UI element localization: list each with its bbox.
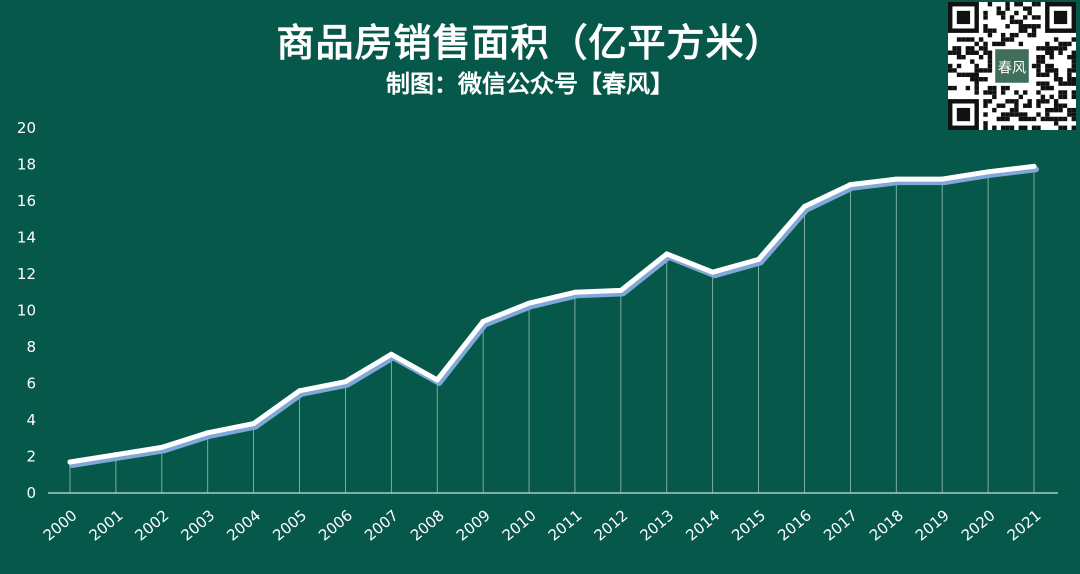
y-tick-label: 18: [17, 156, 36, 174]
data-point: [572, 289, 578, 295]
x-tick-label: 2012: [591, 506, 632, 544]
x-tick-label: 2014: [682, 506, 723, 544]
data-point: [342, 379, 348, 385]
data-point: [297, 388, 303, 394]
x-tick-label: 2001: [86, 506, 127, 544]
x-tick-label: 2002: [132, 506, 173, 544]
x-tick-label: 2011: [545, 506, 586, 544]
y-tick-label: 6: [26, 375, 36, 393]
y-tick-label: 2: [26, 448, 36, 466]
x-tick-label: 2015: [728, 506, 769, 544]
data-point: [756, 256, 762, 262]
data-point: [1031, 163, 1037, 169]
data-point: [618, 287, 624, 293]
chart-subtitle: 制图：微信公众号【春风】: [386, 70, 674, 98]
data-point: [893, 176, 899, 182]
data-point: [801, 203, 807, 209]
data-point: [388, 351, 394, 357]
x-tick-label: 2007: [361, 506, 402, 544]
data-point: [434, 377, 440, 383]
data-point: [985, 169, 991, 175]
x-tick-label: 2010: [499, 506, 540, 544]
x-tick-label: 2003: [177, 506, 218, 544]
data-point: [480, 318, 486, 324]
qr-seal-text: 春风: [998, 61, 1026, 77]
qr-code: 春风: [948, 2, 1076, 130]
data-point: [526, 300, 532, 306]
y-tick-label: 12: [17, 265, 36, 283]
y-tick-label: 10: [17, 302, 36, 320]
x-tick-label: 2020: [958, 506, 999, 544]
data-point: [664, 251, 670, 257]
data-point: [251, 421, 257, 427]
x-tick-label: 2009: [453, 506, 494, 544]
x-tick-label: 2008: [407, 506, 448, 544]
x-tick-label: 2021: [1004, 506, 1045, 544]
data-point: [939, 176, 945, 182]
x-tick-label: 2006: [315, 506, 356, 544]
series-line-shadow: [69, 166, 1039, 468]
x-tick-label: 2019: [912, 506, 953, 544]
y-tick-label: 20: [17, 119, 36, 137]
chart-title: 商品房销售面积（亿平方米）: [276, 21, 784, 65]
x-tick-label: 2013: [637, 506, 678, 544]
y-tick-label: 4: [26, 411, 36, 429]
series-line: [67, 163, 1037, 465]
y-tick-label: 0: [26, 484, 36, 502]
data-point: [113, 452, 119, 458]
x-tick-label: 2016: [774, 506, 815, 544]
y-tick-label: 16: [17, 192, 36, 210]
x-tick-label: 2004: [223, 506, 264, 544]
x-tick-label: 2000: [40, 506, 81, 544]
x-tick-label: 2017: [820, 506, 861, 544]
data-point: [159, 444, 165, 450]
qr-seal: [993, 47, 1031, 85]
y-tick-label: 14: [17, 229, 36, 247]
y-tick-label: 8: [26, 338, 36, 356]
data-point: [205, 430, 211, 436]
data-point: [710, 269, 716, 275]
data-point: [847, 182, 853, 188]
x-tick-label: 2005: [269, 506, 310, 544]
data-point: [67, 459, 73, 465]
x-tick-label: 2018: [866, 506, 907, 544]
